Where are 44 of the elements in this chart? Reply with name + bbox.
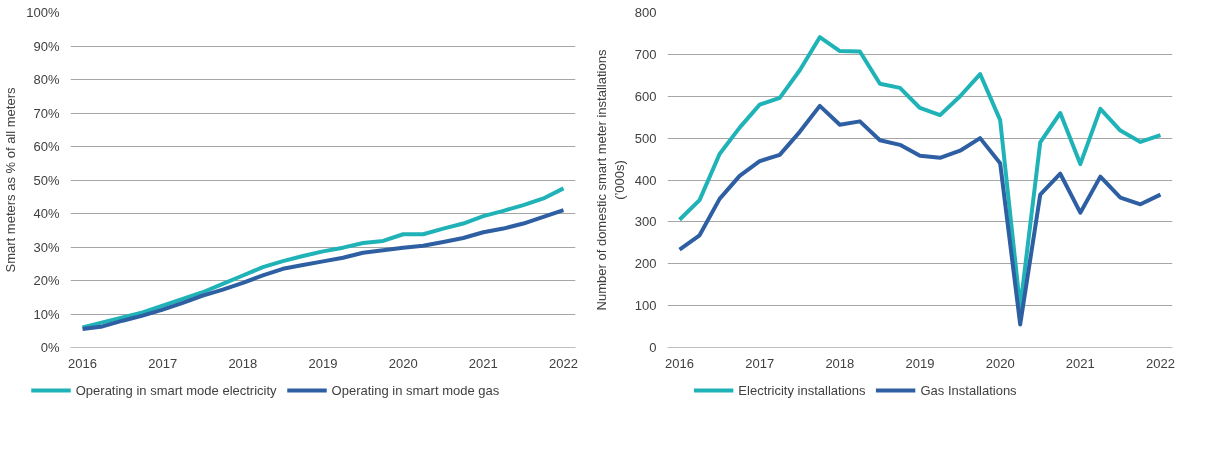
y-tick-label: 0 bbox=[649, 340, 657, 355]
legend-label: Electricity installations bbox=[738, 382, 866, 398]
y-tick-label: 300 bbox=[634, 214, 657, 230]
x-tick-label: 2022 bbox=[1146, 355, 1175, 371]
legend-label: Operating in smart mode gas bbox=[331, 382, 500, 398]
y-tick-label: 800 bbox=[634, 5, 657, 20]
y-tick-label: 40% bbox=[33, 206, 60, 221]
x-tick-label: 2017 bbox=[745, 355, 775, 371]
y-tick-label: 70% bbox=[33, 105, 60, 121]
line-series bbox=[80, 186, 566, 330]
x-tick-label: 2019 bbox=[905, 355, 935, 371]
y-tick-label: 60% bbox=[33, 139, 60, 154]
x-tick-label: 2020 bbox=[388, 355, 418, 371]
y-tick-label: 100% bbox=[26, 5, 60, 20]
line-series bbox=[677, 35, 1163, 310]
y-tick-label: 200 bbox=[634, 256, 657, 272]
y-tick-label: 100 bbox=[634, 298, 657, 314]
x-tick-label: 2022 bbox=[549, 355, 578, 371]
y-tick-label: 50% bbox=[33, 172, 60, 188]
line-series bbox=[80, 208, 566, 332]
legend-label: Operating in smart mode electricity bbox=[75, 382, 277, 398]
y-tick-label: 90% bbox=[33, 38, 60, 54]
y-tick-label: 0% bbox=[40, 340, 60, 355]
y-tick-label: 20% bbox=[33, 273, 60, 288]
x-tick-label: 2016 bbox=[665, 355, 694, 371]
y-tick-label: 10% bbox=[33, 306, 60, 322]
y-tick-label: 30% bbox=[33, 239, 60, 255]
x-tick-label: 2017 bbox=[148, 355, 178, 371]
x-tick-label: 2016 bbox=[68, 355, 97, 371]
legend-label: Gas Installations bbox=[920, 382, 1017, 398]
x-tick-label: 2018 bbox=[825, 355, 855, 371]
y-axis-title: Number of domestic smart meter installations (’000s) bbox=[593, 49, 627, 311]
x-tick-label: 2019 bbox=[308, 355, 338, 371]
y-tick-label: 600 bbox=[634, 88, 657, 104]
x-tick-label: 2020 bbox=[985, 355, 1015, 371]
y-axis-title: Smart meters as % of all meters bbox=[3, 87, 19, 273]
y-tick-label: 700 bbox=[634, 46, 657, 62]
y-tick-label: 400 bbox=[634, 172, 657, 188]
x-tick-label: 2018 bbox=[228, 355, 258, 371]
line-series bbox=[677, 103, 1163, 327]
y-tick-label: 500 bbox=[634, 130, 657, 146]
y-tick-label: 80% bbox=[33, 72, 60, 87]
x-tick-label: 2021 bbox=[468, 355, 498, 371]
x-tick-label: 2021 bbox=[1065, 355, 1095, 371]
